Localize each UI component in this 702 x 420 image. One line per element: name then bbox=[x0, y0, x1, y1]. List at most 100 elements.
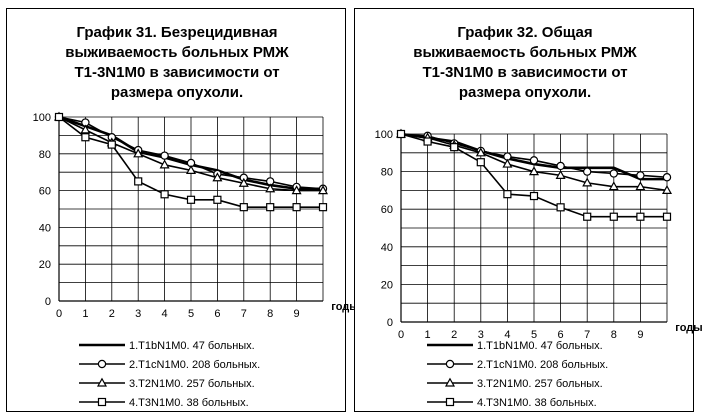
data-point bbox=[636, 171, 645, 180]
data-point bbox=[317, 185, 329, 195]
legend: 1.T1bN1M0. 47 больных. 2.T1cN1M0. 208 бол… bbox=[427, 340, 608, 409]
y-tick-label: 60 bbox=[39, 186, 51, 198]
data-point bbox=[609, 212, 618, 221]
data-point bbox=[662, 212, 672, 221]
data-point bbox=[423, 137, 432, 146]
x-tick-label: 2 bbox=[451, 329, 457, 341]
series-4 bbox=[54, 112, 328, 212]
data-point bbox=[291, 185, 302, 195]
data-point bbox=[529, 156, 539, 165]
series-3 bbox=[53, 111, 329, 195]
x-tick-label: 4 bbox=[504, 329, 510, 341]
data-point bbox=[635, 181, 646, 191]
data-point bbox=[556, 161, 565, 171]
legend-marker bbox=[97, 397, 107, 407]
chart-title: График 31. Безрецидивная выживаемость бо… bbox=[65, 24, 289, 101]
data-point bbox=[528, 166, 540, 176]
data-point bbox=[133, 148, 144, 158]
x-tick-label: 0 bbox=[398, 329, 404, 341]
data-point bbox=[318, 203, 328, 212]
data-point bbox=[583, 212, 592, 221]
data-point bbox=[608, 181, 619, 191]
data-point bbox=[661, 184, 673, 194]
legend-label: 3.T2N1M0. 257 больных. bbox=[129, 378, 255, 390]
y-tick-label: 80 bbox=[381, 167, 393, 179]
y-tick-label: 0 bbox=[387, 317, 393, 329]
data-point bbox=[450, 143, 459, 152]
data-point bbox=[160, 190, 169, 199]
grid bbox=[58, 116, 324, 302]
data-point bbox=[186, 195, 196, 204]
legend-marker bbox=[445, 397, 455, 407]
legend-label: 3.T2N1M0. 257 больных. bbox=[477, 378, 603, 390]
x-tick-label: 3 bbox=[135, 308, 141, 320]
data-point bbox=[475, 147, 486, 157]
data-point bbox=[81, 133, 90, 142]
data-point bbox=[134, 177, 143, 186]
legend-marker bbox=[96, 377, 108, 387]
x-tick-label: 4 bbox=[162, 308, 168, 320]
x-tick-label: 5 bbox=[188, 308, 194, 320]
data-point bbox=[529, 191, 539, 201]
x-tick-label: 7 bbox=[584, 329, 590, 341]
chart-panel-32: График 32. Общая выживаемость больных РМ… bbox=[354, 8, 702, 412]
data-point bbox=[80, 124, 91, 134]
y-tick-label: 0 bbox=[45, 296, 51, 308]
data-point bbox=[555, 169, 566, 179]
x-tick-label: 6 bbox=[214, 308, 220, 320]
data-point bbox=[185, 164, 197, 174]
data-point bbox=[582, 167, 592, 176]
y-tick-label: 80 bbox=[39, 149, 51, 161]
legend-marker bbox=[97, 359, 107, 369]
x-axis-label: годы bbox=[675, 322, 702, 334]
legend-marker bbox=[444, 377, 456, 387]
data-point bbox=[396, 129, 406, 139]
data-point bbox=[54, 112, 64, 122]
x-tick-label: 9 bbox=[294, 308, 300, 320]
x-tick-label: 8 bbox=[611, 329, 617, 341]
data-point bbox=[159, 159, 170, 169]
x-tick-label: 1 bbox=[425, 329, 431, 341]
data-point bbox=[266, 203, 275, 212]
x-tick-label: 3 bbox=[478, 329, 484, 341]
data-point bbox=[238, 177, 249, 187]
data-point bbox=[503, 190, 512, 199]
data-point bbox=[160, 151, 169, 160]
y-tick-label: 100 bbox=[33, 112, 51, 124]
data-point bbox=[556, 203, 565, 212]
data-point bbox=[239, 203, 248, 212]
x-tick-label: 5 bbox=[531, 329, 537, 341]
y-tick-label: 20 bbox=[39, 259, 51, 271]
legend-marker bbox=[445, 359, 455, 369]
y-tick-label: 60 bbox=[381, 204, 393, 216]
x-tick-label: 2 bbox=[109, 308, 115, 320]
data-point bbox=[107, 140, 116, 149]
chart-title: График 32. Общая выживаемость больных РМ… bbox=[413, 24, 637, 101]
y-tick-label: 40 bbox=[39, 222, 51, 234]
x-tick-label: 8 bbox=[267, 308, 273, 320]
data-point bbox=[476, 158, 485, 167]
line-chart-31: 0 20 40 60 80 100 0 1 2 3 4 5 6 7 8 9 годы 1.T1bN1M0. 47 … bbox=[33, 111, 359, 409]
data-point bbox=[265, 183, 276, 193]
legend: 1.T1bN1M0. 47 больных. 2.T1cN1M0. 208 бол… bbox=[79, 340, 260, 409]
y-tick-label: 20 bbox=[381, 279, 393, 291]
data-point bbox=[636, 212, 645, 221]
data-point bbox=[582, 177, 593, 187]
data-point bbox=[292, 203, 301, 212]
legend-label: 4.T3N1M0. 38 больных. bbox=[129, 397, 249, 409]
data-point bbox=[662, 173, 672, 182]
y-tick-label: 40 bbox=[381, 242, 393, 254]
series-4 bbox=[396, 129, 672, 221]
data-point bbox=[213, 195, 222, 204]
chart-panel-31: График 31. Безрецидивная выживаемость бо… bbox=[6, 8, 359, 412]
x-tick-label: 9 bbox=[637, 329, 643, 341]
x-tick-label: 0 bbox=[56, 308, 62, 320]
legend-label: 4.T3N1M0. 38 больных. bbox=[477, 397, 597, 409]
legend-label: 2.T1cN1M0. 208 больных. bbox=[129, 359, 260, 371]
x-tick-label: 1 bbox=[82, 308, 88, 320]
data-point bbox=[502, 158, 513, 168]
x-tick-label: 6 bbox=[558, 329, 564, 341]
y-tick-label: 100 bbox=[375, 129, 393, 141]
x-axis-label: годы bbox=[331, 301, 358, 313]
legend-label: 1.T1bN1M0. 47 больных. bbox=[477, 340, 603, 352]
